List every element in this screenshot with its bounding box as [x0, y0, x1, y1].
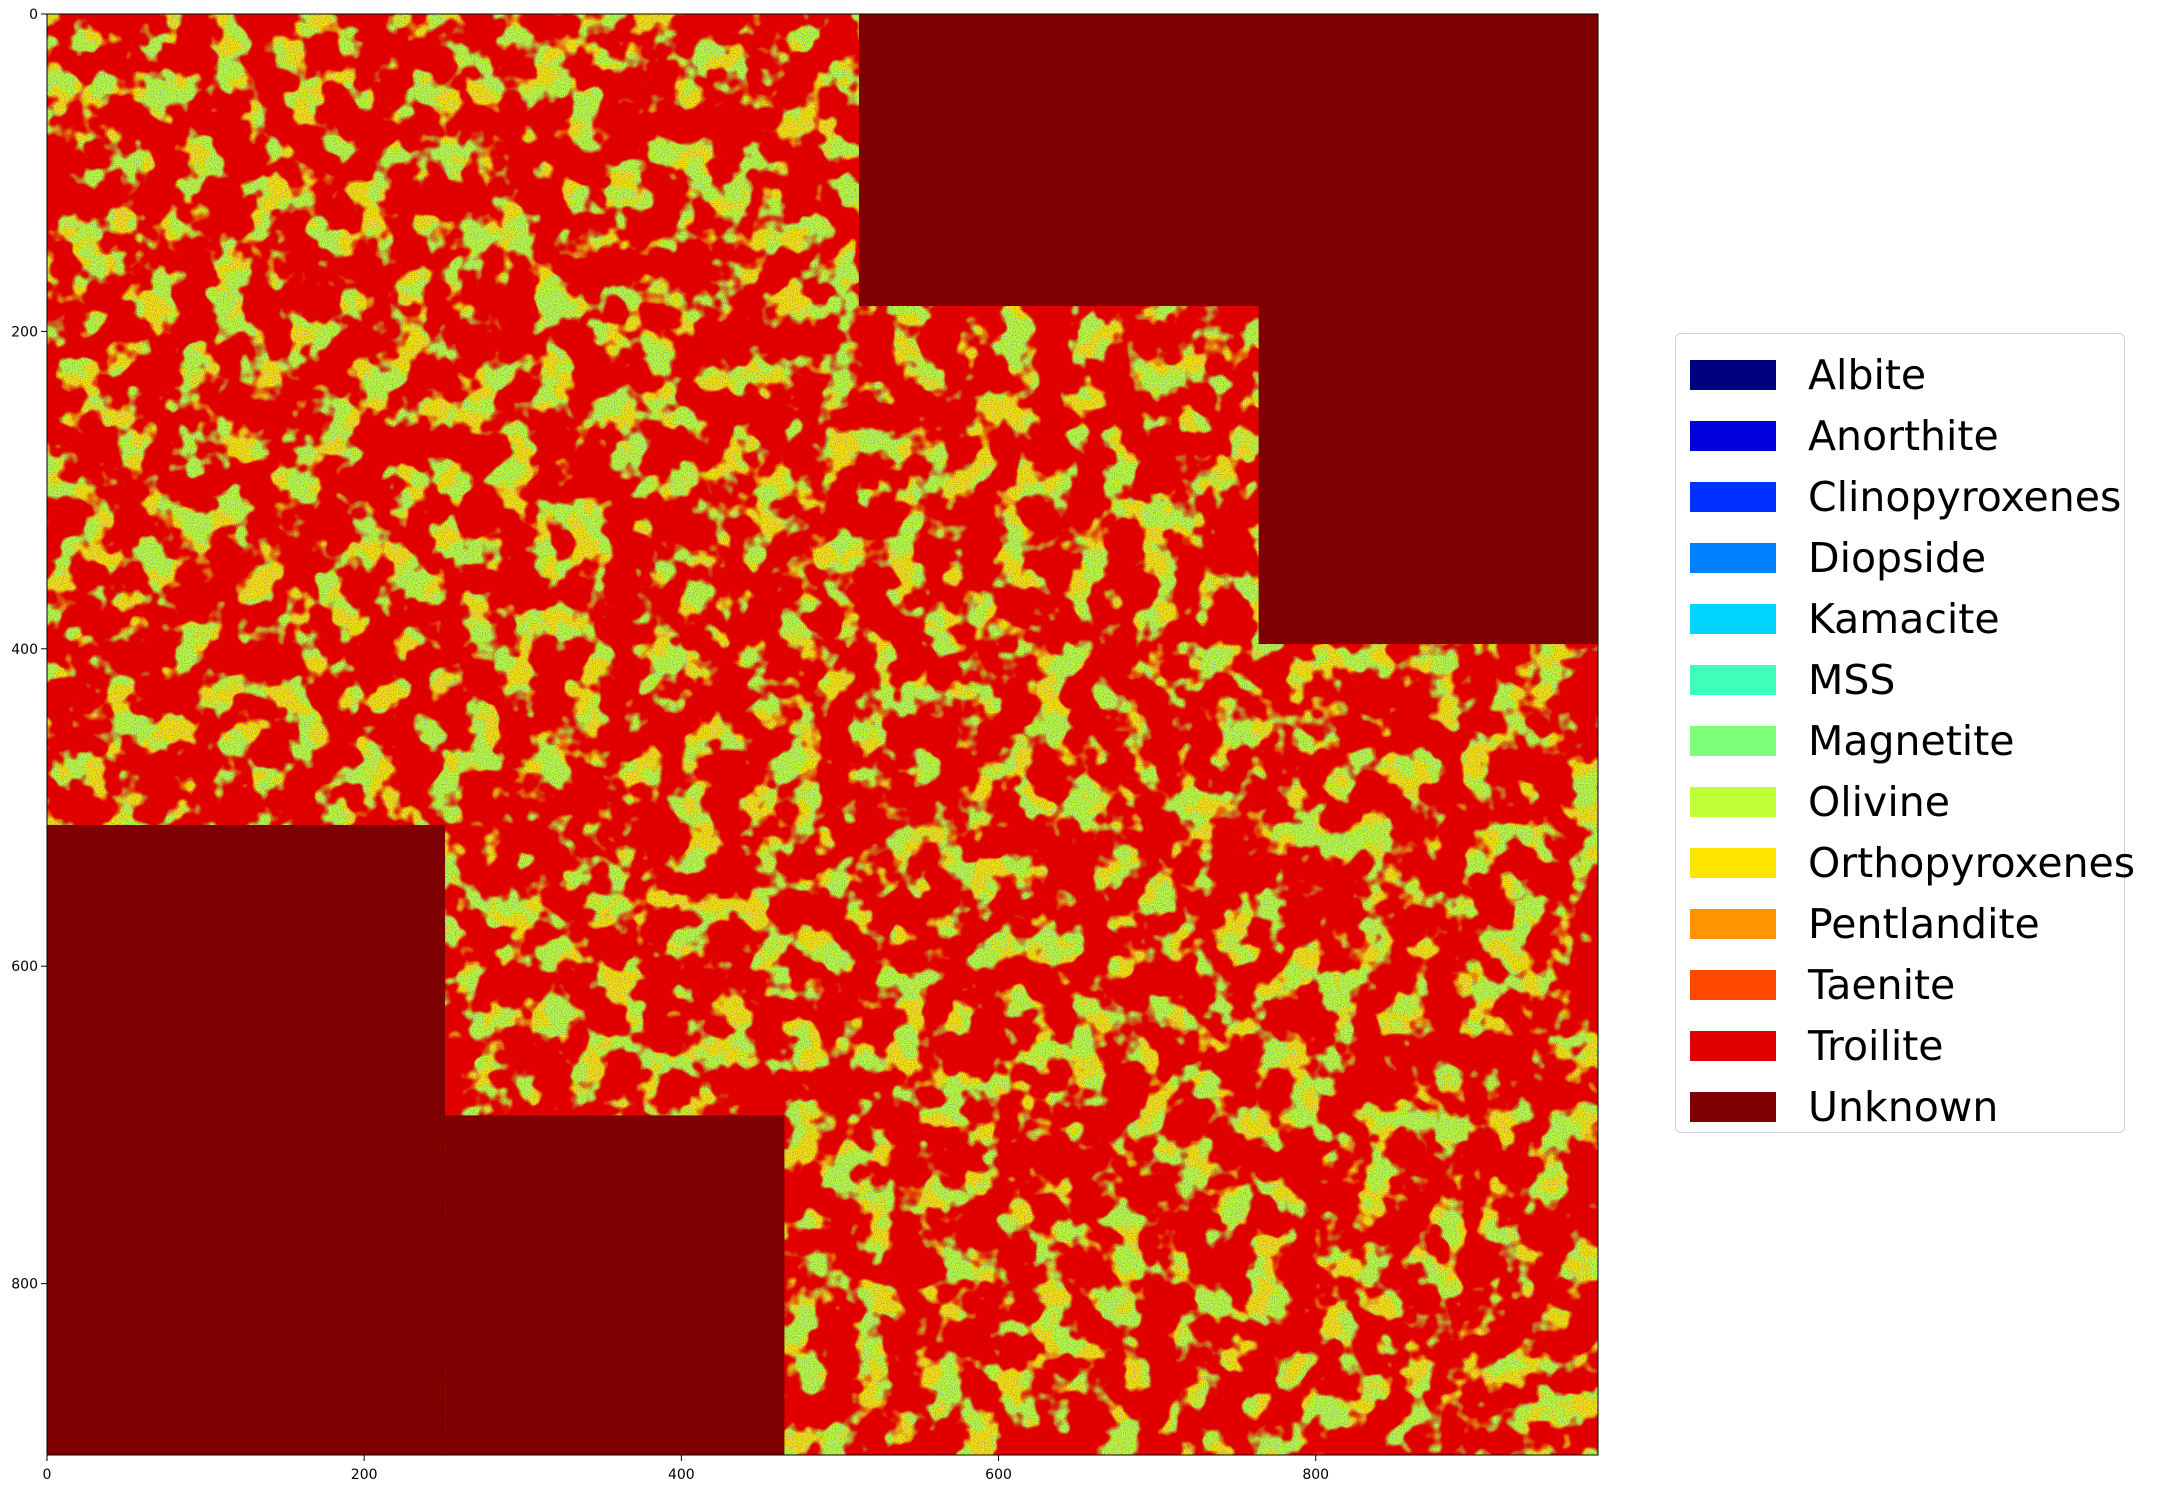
legend-swatch: [1690, 542, 1776, 573]
legend-label: Anorthite: [1808, 411, 1999, 460]
x-tick-label: 200: [351, 1467, 378, 1483]
legend-swatch: [1690, 481, 1776, 512]
legend-label: Olivine: [1808, 777, 1950, 826]
legend-swatch: [1690, 725, 1776, 756]
y-axis: 0 200 400 600 800: [11, 7, 47, 1293]
legend-swatch: [1690, 359, 1776, 390]
legend-label: Magnetite: [1808, 716, 2015, 765]
legend-item: Albite: [1690, 344, 2124, 405]
legend-item: Magnetite: [1690, 710, 2124, 771]
legend-swatch: [1690, 1030, 1776, 1061]
legend-label: Pentlandite: [1808, 899, 2040, 948]
legend-label: Taenite: [1808, 960, 1956, 1009]
y-tick-label: 0: [29, 7, 38, 23]
legend-swatch: [1690, 908, 1776, 939]
unknown-block-1: [858, 14, 1598, 307]
legend-label: Clinopyroxenes: [1808, 472, 2122, 521]
unknown-block-3: [47, 824, 446, 1455]
legend-item: Kamacite: [1690, 588, 2124, 649]
x-axis: 0 200 400 600 800: [43, 1455, 1329, 1483]
legend-item: Diopside: [1690, 527, 2124, 588]
y-tick-label: 600: [11, 959, 38, 975]
unknown-block-2: [1258, 306, 1598, 645]
legend-swatch: [1690, 603, 1776, 634]
legend-swatch: [1690, 786, 1776, 817]
x-tick-label: 400: [668, 1467, 695, 1483]
y-tick-label: 800: [11, 1277, 38, 1293]
x-tick-label: 800: [1302, 1467, 1329, 1483]
legend-label: Albite: [1808, 350, 1927, 399]
x-tick-label: 0: [43, 1467, 52, 1483]
legend-label: Kamacite: [1808, 594, 2000, 643]
legend-swatch: [1690, 664, 1776, 695]
y-tick-label: 400: [11, 642, 38, 658]
legend-swatch: [1690, 847, 1776, 878]
legend-item: Troilite: [1690, 1015, 2124, 1076]
legend-swatch: [1690, 969, 1776, 1000]
plot-frame: [46, 13, 1599, 1456]
legend-item: Olivine: [1690, 771, 2124, 832]
legend: Albite Anorthite Clinopyroxenes Diopside Kam…: [1675, 333, 2135, 1133]
legend-label: Unknown: [1808, 1082, 1999, 1131]
legend-swatch: [1690, 1091, 1776, 1122]
legend-item: Unknown: [1690, 1076, 2124, 1137]
legend-item: Clinopyroxenes: [1690, 466, 2124, 527]
legend-label: MSS: [1808, 655, 1896, 704]
legend-label: Troilite: [1808, 1021, 1944, 1070]
x-tick-label: 600: [985, 1467, 1012, 1483]
mineral-map-image: [47, 14, 1598, 1455]
legend-label: Orthopyroxenes: [1808, 838, 2136, 887]
legend-item: Anorthite: [1690, 405, 2124, 466]
legend-label: Diopside: [1808, 533, 1987, 582]
legend-item: Pentlandite: [1690, 893, 2124, 954]
legend-item: Orthopyroxenes: [1690, 832, 2135, 893]
y-tick-label: 200: [11, 324, 38, 340]
legend-item: Taenite: [1690, 954, 2124, 1015]
legend-swatch: [1690, 420, 1776, 451]
unknown-block-4: [445, 1115, 785, 1455]
legend-item: MSS: [1690, 649, 2124, 710]
